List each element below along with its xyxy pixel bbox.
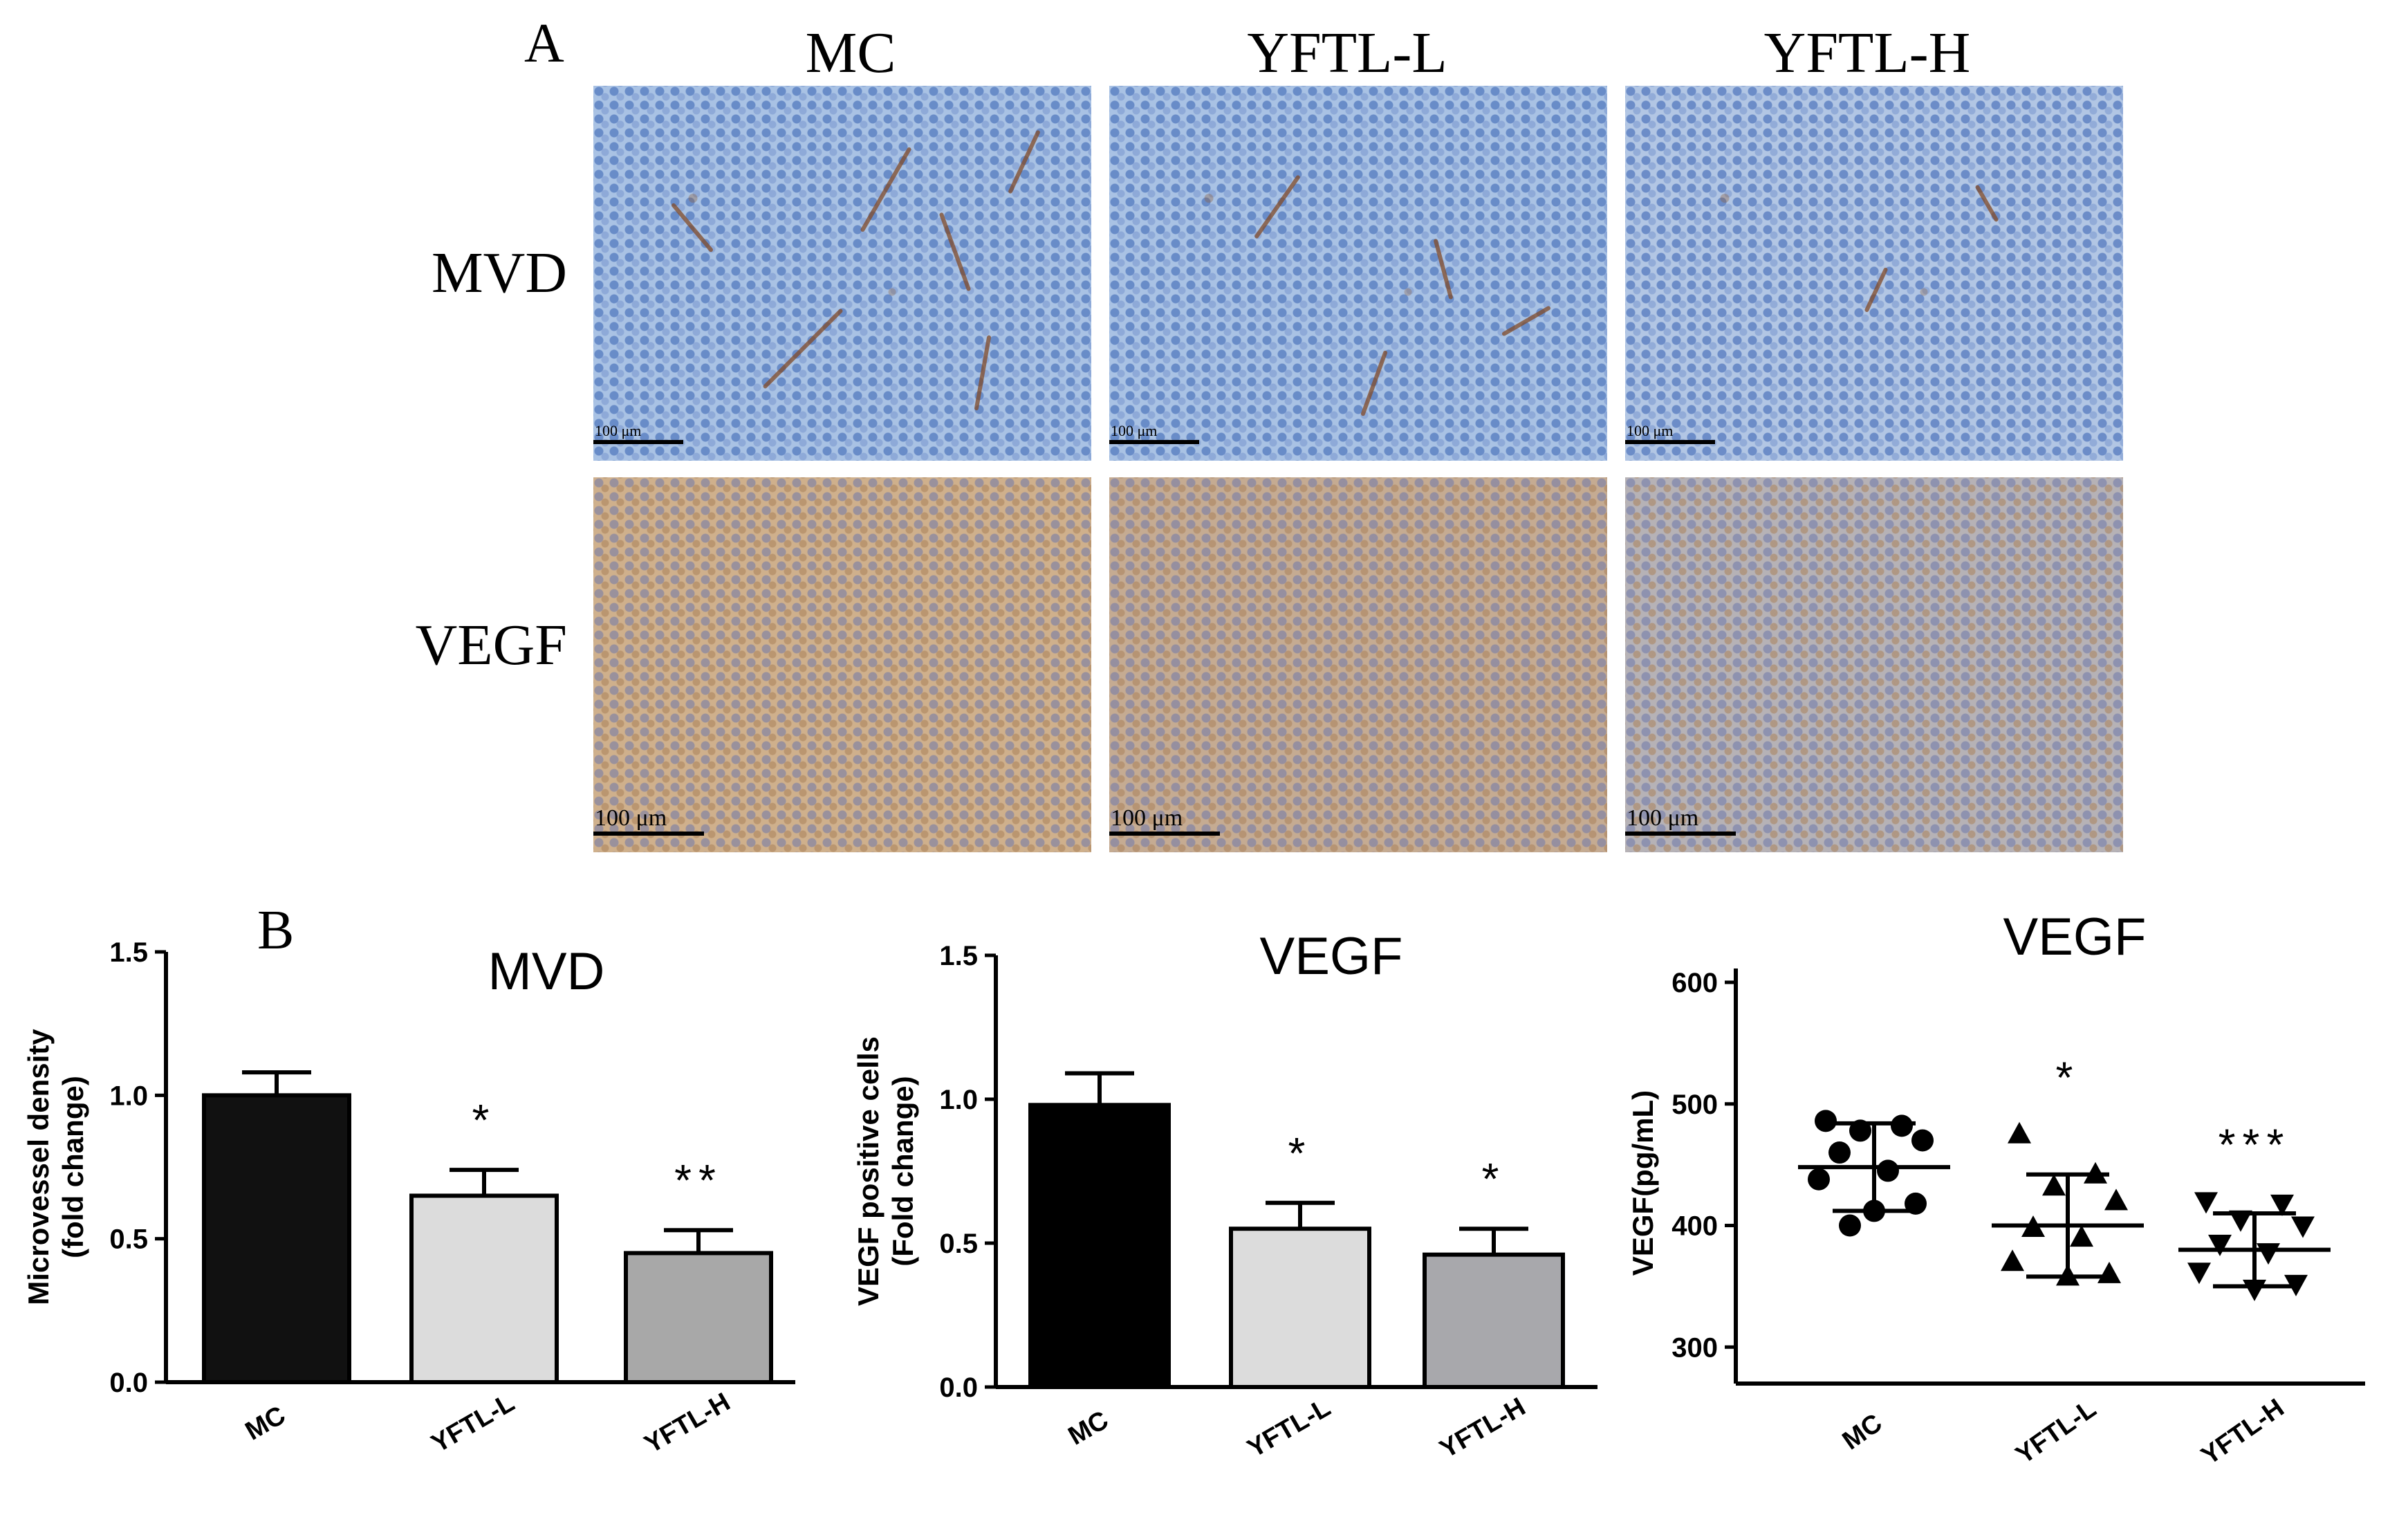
y-axis-label: VEGF(pg/mL) — [1627, 1090, 1659, 1276]
column-label-yftl-l: YFTL-L — [1247, 21, 1447, 85]
x-tick-label: YFTL-L — [427, 1388, 519, 1459]
data-point — [1911, 1129, 1934, 1152]
data-point — [1891, 1114, 1913, 1137]
data-point — [1808, 1168, 1830, 1191]
significance-marker: * — [1482, 1154, 1506, 1204]
y-axis-label: (fold change) — [57, 1076, 89, 1258]
y-tick-label: 300 — [1671, 1332, 1718, 1363]
y-tick-label: 0.0 — [939, 1372, 978, 1403]
micrograph-mvd-mc: 100 μm — [593, 86, 1091, 461]
significance-marker: * — [472, 1095, 497, 1145]
y-tick-label: 0.5 — [109, 1224, 148, 1255]
bar-yftl-h — [624, 1251, 773, 1385]
x-tick-label: YFTL-H — [2196, 1393, 2290, 1471]
chart-title: VEGF — [2003, 908, 2147, 966]
significance-marker: * — [2056, 1053, 2080, 1103]
data-point — [2001, 1249, 2024, 1271]
y-tick-label: 600 — [1671, 968, 1718, 998]
y-tick-label: 500 — [1671, 1090, 1718, 1120]
scale-bar — [593, 440, 683, 444]
chart-title: MVD — [488, 942, 605, 1001]
data-point — [1828, 1141, 1851, 1164]
y-tick-label: 1.0 — [109, 1081, 148, 1111]
y-tick-label: 1.5 — [109, 937, 148, 968]
significance-marker: * — [1288, 1128, 1313, 1178]
column-label-yftl-h: YFTL-H — [1763, 21, 1971, 85]
bar-yftl-l — [1229, 1227, 1371, 1390]
scale-bar-label: 100 μm — [1111, 422, 1158, 439]
bar-yftl-l — [409, 1193, 559, 1384]
data-point — [2208, 1234, 2232, 1256]
scale-bar-label: 100 μm — [595, 805, 667, 831]
bar-mc — [202, 1093, 351, 1384]
data-point — [2042, 1174, 2066, 1196]
data-point — [2229, 1210, 2252, 1232]
y-tick-label: 0.5 — [939, 1229, 978, 1259]
x-tick-label: YFTL-H — [1435, 1393, 1530, 1464]
data-point — [1877, 1159, 1899, 1182]
row-label-mvd: MVD — [431, 241, 567, 305]
data-point — [2097, 1261, 2121, 1283]
y-tick-label: 400 — [1671, 1211, 1718, 1242]
chart-title: VEGF — [1260, 927, 1403, 986]
scale-bar-label: 100 μm — [1627, 422, 1674, 439]
data-point — [2194, 1192, 2218, 1214]
bar-yftl-h — [1423, 1252, 1565, 1390]
x-tick-label: MC — [1064, 1406, 1113, 1451]
data-point — [2104, 1188, 2128, 1211]
panel-a-letter: A — [524, 13, 564, 74]
y-tick-label: 0.0 — [109, 1368, 148, 1398]
y-axis-label: (Fold change) — [887, 1076, 919, 1266]
significance-marker: ** — [674, 1155, 723, 1205]
micrograph-vegf-yftl-l: 100 μm — [1109, 477, 1607, 852]
micrograph-vegf-mc: 100 μm — [593, 477, 1091, 852]
data-point — [2270, 1194, 2294, 1216]
bar-mc — [1028, 1103, 1171, 1389]
y-tick-label: 1.0 — [939, 1085, 978, 1115]
significance-marker: *** — [2219, 1119, 2291, 1169]
data-point — [2008, 1121, 2031, 1144]
data-point — [2257, 1243, 2280, 1265]
data-point — [1815, 1110, 1837, 1132]
micrograph-mvd-yftl-l: 100 μm — [1109, 86, 1607, 461]
scale-bar-label: 100 μm — [1627, 805, 1699, 831]
row-label-vegf: VEGF — [415, 613, 567, 677]
bar-chart-vegf-positive-cells: 0.0 0.5 1.0 1.5 MC YFTL-L * YFTL-H * VEGF VEGF pos… — [852, 927, 1597, 1464]
data-point — [2070, 1225, 2093, 1247]
scatter-chart-vegf-concentration: 300 400 500 600 MC YFTL-L * YFTL-H *** VEGF VEGF(p… — [1627, 908, 2365, 1471]
micrograph-vegf-yftl-h: 100 μm — [1625, 477, 2123, 852]
data-point — [2291, 1216, 2315, 1238]
data-point — [1839, 1214, 1861, 1237]
bar-chart-mvd: 0.0 0.5 1.0 1.5 MC YFTL-L * YFTL-H ** MVD Microves… — [22, 937, 795, 1460]
panel-b-charts: 0.00.51.01.5MC YFTL-L*YFTL-H**MVDMicroves… — [22, 908, 2365, 1471]
x-tick-label: MC — [241, 1401, 290, 1447]
y-tick-label: 1.5 — [939, 941, 978, 971]
x-tick-label: YFTL-L — [1243, 1393, 1335, 1464]
x-tick-label: MC — [1837, 1408, 1888, 1456]
panel-b-letter: B — [257, 900, 295, 961]
micrograph-mvd-yftl-h: 100 μm — [1625, 86, 2123, 461]
scale-bar-label: 100 μm — [595, 422, 642, 439]
column-label-mc: MC — [805, 21, 896, 85]
data-point — [2187, 1262, 2211, 1285]
y-axis-label: VEGF positive cells — [852, 1036, 885, 1306]
scale-bar-label: 100 μm — [1111, 805, 1183, 831]
y-axis-label: Microvessel density — [22, 1029, 55, 1305]
x-tick-label: YFTL-H — [640, 1388, 735, 1460]
x-tick-label: YFTL-L — [2010, 1394, 2101, 1469]
